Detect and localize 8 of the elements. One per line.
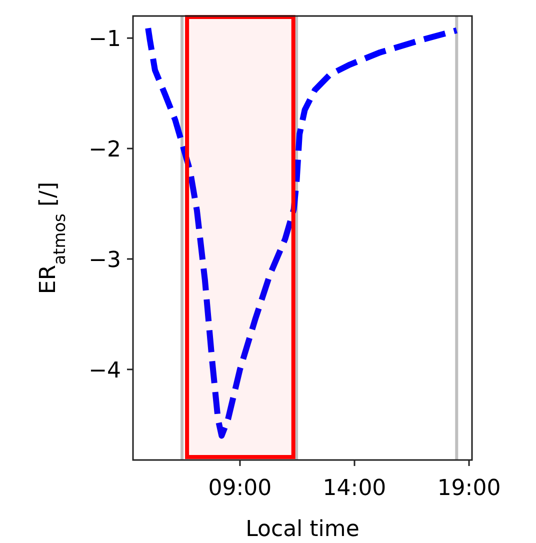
y-tick-label: −4 (88, 358, 121, 384)
y-tick-label: −1 (88, 27, 121, 52)
x-axis-title: Local time (246, 517, 360, 542)
x-tick-label: 09:00 (208, 476, 272, 501)
x-tick-label: 19:00 (437, 476, 501, 501)
y-tick-label: −2 (88, 138, 121, 163)
x-tick-label: 14:00 (322, 476, 386, 501)
y-tick-label: −3 (88, 248, 121, 273)
